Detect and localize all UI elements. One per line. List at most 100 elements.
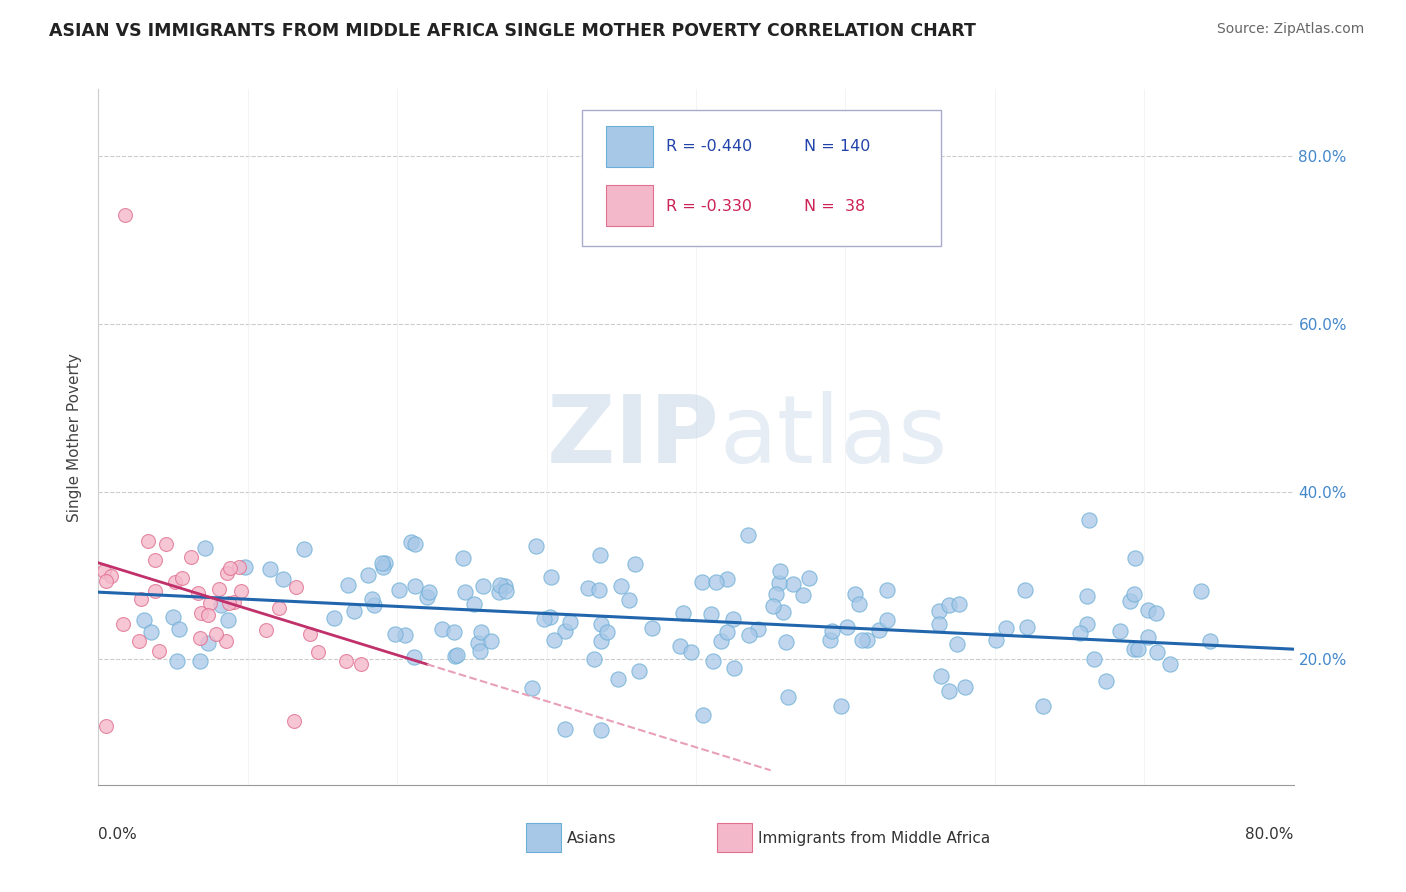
Point: [1032, 698, 1054, 713]
Point: [384, 627, 406, 641]
Point: [1189, 584, 1212, 599]
Point: [343, 604, 366, 618]
Point: [681, 645, 703, 659]
Point: [299, 627, 322, 641]
Point: [217, 566, 239, 580]
Point: [416, 590, 439, 604]
Text: atlas: atlas: [720, 391, 948, 483]
Point: [775, 635, 797, 649]
Point: [1146, 606, 1168, 620]
Point: [292, 541, 315, 556]
Point: [443, 624, 465, 639]
Point: [463, 598, 485, 612]
Point: [194, 541, 217, 555]
Point: [114, 208, 136, 222]
Text: Source: ZipAtlas.com: Source: ZipAtlas.com: [1216, 22, 1364, 37]
Point: [851, 633, 873, 648]
Point: [141, 625, 163, 640]
Point: [489, 578, 512, 592]
Point: [797, 571, 820, 585]
Point: [641, 622, 664, 636]
Point: [938, 598, 960, 612]
Point: [363, 598, 385, 612]
Point: [721, 612, 744, 626]
Point: [554, 624, 576, 638]
Point: [271, 572, 294, 586]
Text: R = -0.440: R = -0.440: [666, 139, 752, 153]
Point: [955, 680, 977, 694]
Point: [946, 636, 969, 650]
Point: [357, 567, 380, 582]
Point: [617, 593, 640, 607]
Point: [737, 528, 759, 542]
Point: [143, 583, 166, 598]
Point: [830, 698, 852, 713]
Point: [205, 626, 228, 640]
Point: [138, 533, 160, 548]
Point: [692, 575, 714, 590]
Point: [929, 669, 952, 683]
Point: [1159, 657, 1181, 671]
Point: [738, 627, 761, 641]
Point: [323, 611, 346, 625]
Point: [716, 624, 738, 639]
Point: [848, 597, 870, 611]
Point: [702, 654, 724, 668]
FancyBboxPatch shape: [582, 110, 941, 245]
FancyBboxPatch shape: [606, 126, 652, 167]
Point: [1109, 624, 1132, 638]
Text: R = -0.330: R = -0.330: [666, 199, 752, 213]
Point: [1136, 603, 1159, 617]
FancyBboxPatch shape: [717, 823, 752, 853]
Point: [169, 623, 191, 637]
Text: N = 140: N = 140: [804, 139, 870, 153]
Point: [190, 607, 212, 621]
Point: [1123, 550, 1146, 565]
Point: [132, 613, 155, 627]
Point: [451, 551, 474, 566]
Point: [868, 624, 890, 638]
Point: [180, 549, 202, 564]
Point: [1094, 674, 1116, 689]
Point: [948, 597, 970, 611]
Point: [747, 622, 769, 636]
Text: 0.0%: 0.0%: [98, 827, 138, 842]
Point: [762, 599, 785, 614]
Point: [208, 582, 231, 596]
Point: [494, 579, 516, 593]
Point: [163, 574, 186, 589]
Point: [591, 633, 613, 648]
Point: [360, 592, 382, 607]
Point: [668, 639, 690, 653]
Point: [373, 556, 395, 570]
Point: [112, 616, 135, 631]
Point: [373, 560, 395, 574]
Point: [307, 645, 329, 659]
Point: [209, 598, 232, 612]
Point: [723, 661, 745, 675]
Point: [1122, 587, 1144, 601]
Point: [219, 561, 242, 575]
Point: [818, 633, 841, 648]
Point: [371, 556, 394, 570]
Point: [488, 585, 510, 599]
Point: [1119, 593, 1142, 607]
Point: [844, 587, 866, 601]
Point: [188, 632, 211, 646]
Point: [522, 681, 544, 695]
Point: [524, 540, 547, 554]
Point: [558, 615, 581, 629]
Point: [938, 684, 960, 698]
Point: [162, 610, 184, 624]
Point: [782, 577, 804, 591]
Point: [155, 537, 177, 551]
Point: [716, 572, 738, 586]
Point: [1077, 513, 1099, 527]
Point: [187, 585, 209, 599]
Point: [768, 576, 790, 591]
Point: [540, 569, 562, 583]
Point: [285, 580, 308, 594]
Point: [269, 600, 291, 615]
Point: [928, 604, 950, 618]
Point: [388, 582, 411, 597]
